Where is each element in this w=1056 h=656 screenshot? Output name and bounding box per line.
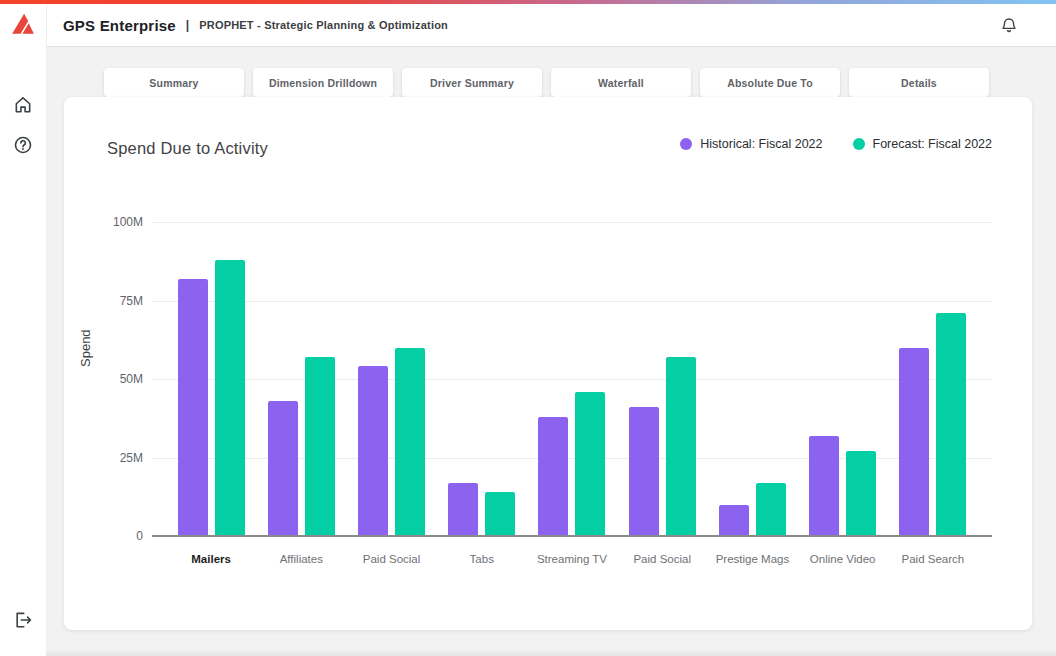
bar[interactable] — [395, 348, 425, 536]
main-content: Summary Dimension Drilldown Driver Summary… — [46, 47, 1056, 656]
bar[interactable] — [666, 357, 696, 536]
bar[interactable] — [215, 260, 245, 536]
tab-driver-summary[interactable]: Driver Summary — [402, 68, 542, 97]
home-icon[interactable] — [13, 95, 33, 115]
bar-group: Affiliates — [268, 222, 335, 536]
app-subtitle: PROPHET - Strategic Planning & Optimizat… — [199, 19, 448, 31]
bar[interactable] — [448, 483, 478, 536]
top-header: GPS Enterprise | PROPHET - Strategic Pla… — [46, 4, 1056, 47]
brand-separator: | — [186, 18, 189, 32]
x-category-label: Online Video — [810, 553, 876, 565]
bar[interactable] — [268, 401, 298, 536]
x-category-label: Tabs — [470, 553, 494, 565]
tab-absolute-due-to[interactable]: Absolute Due To — [700, 68, 840, 97]
bar-group: Mailers — [178, 222, 245, 536]
tab-details[interactable]: Details — [849, 68, 989, 97]
x-category-label: Paid Social — [363, 553, 421, 565]
legend-item[interactable]: Forecast: Fiscal 2022 — [853, 137, 993, 151]
x-category-label: Paid Social — [633, 553, 691, 565]
chart-card: Spend Due to Activity Historical: Fiscal… — [64, 97, 1032, 630]
chart-title: Spend Due to Activity — [107, 139, 268, 158]
tab-summary[interactable]: Summary — [104, 68, 244, 97]
bar[interactable] — [575, 392, 605, 536]
x-axis-line — [152, 535, 992, 537]
bar[interactable] — [305, 357, 335, 536]
bar-groups: Mailers Affiliates Paid Social Tabs Streamin… — [152, 222, 992, 536]
legend-item[interactable]: Historical: Fiscal 2022 — [680, 137, 822, 151]
bar[interactable] — [178, 279, 208, 536]
bar-group: Paid Social — [629, 222, 696, 536]
bar-group: Tabs — [448, 222, 515, 536]
bar[interactable] — [899, 348, 929, 536]
bar-group: Online Video — [809, 222, 876, 536]
y-tick-label: 25M — [95, 451, 143, 465]
logout-icon[interactable] — [13, 610, 33, 630]
bar[interactable] — [719, 505, 749, 536]
x-category-label: Affiliates — [280, 553, 323, 565]
y-tick-label: 75M — [95, 294, 143, 308]
window-bottom-edge — [0, 650, 1056, 656]
bar[interactable] — [629, 407, 659, 536]
tab-waterfall[interactable]: Waterfall — [551, 68, 691, 97]
tab-dimension-drilldown[interactable]: Dimension Drilldown — [253, 68, 393, 97]
bar-group: Streaming TV — [538, 222, 605, 536]
legend-label: Historical: Fiscal 2022 — [700, 137, 822, 151]
bar[interactable] — [756, 483, 786, 536]
legend-dot-icon — [853, 138, 865, 150]
x-category-label: Prestige Mags — [716, 553, 790, 565]
x-category-label: Mailers — [191, 553, 231, 565]
bell-icon[interactable] — [1000, 16, 1018, 34]
bar[interactable] — [809, 436, 839, 536]
bar[interactable] — [936, 313, 966, 536]
bar[interactable] — [538, 417, 568, 536]
help-icon[interactable] — [13, 135, 33, 155]
y-axis-title: Spend — [78, 329, 93, 367]
y-tick-label: 0 — [95, 529, 143, 543]
x-category-label: Paid Search — [902, 553, 965, 565]
plot-area: 100M75M50M25M0 MailersAffiliatesPaid Soc… — [152, 222, 992, 536]
tab-bar: Summary Dimension Drilldown Driver Summary… — [104, 68, 1056, 97]
brand-name: GPS Enterprise — [63, 17, 176, 34]
chart-legend: Historical: Fiscal 2022 Forecast: Fiscal … — [680, 137, 992, 151]
legend-dot-icon — [680, 138, 692, 150]
bar[interactable] — [358, 366, 388, 536]
bar-group: Paid Search — [899, 222, 966, 536]
y-tick-label: 100M — [95, 215, 143, 229]
bar[interactable] — [846, 451, 876, 536]
legend-label: Forecast: Fiscal 2022 — [873, 137, 993, 151]
bar-group: Prestige Mags — [719, 222, 786, 536]
window-accent-bar — [0, 0, 1056, 4]
bar[interactable] — [485, 492, 515, 536]
brand-logo-icon[interactable] — [10, 11, 36, 37]
left-sidebar — [0, 4, 46, 656]
x-category-label: Streaming TV — [537, 553, 607, 565]
y-tick-label: 50M — [95, 372, 143, 386]
bar-group: Paid Social — [358, 222, 425, 536]
